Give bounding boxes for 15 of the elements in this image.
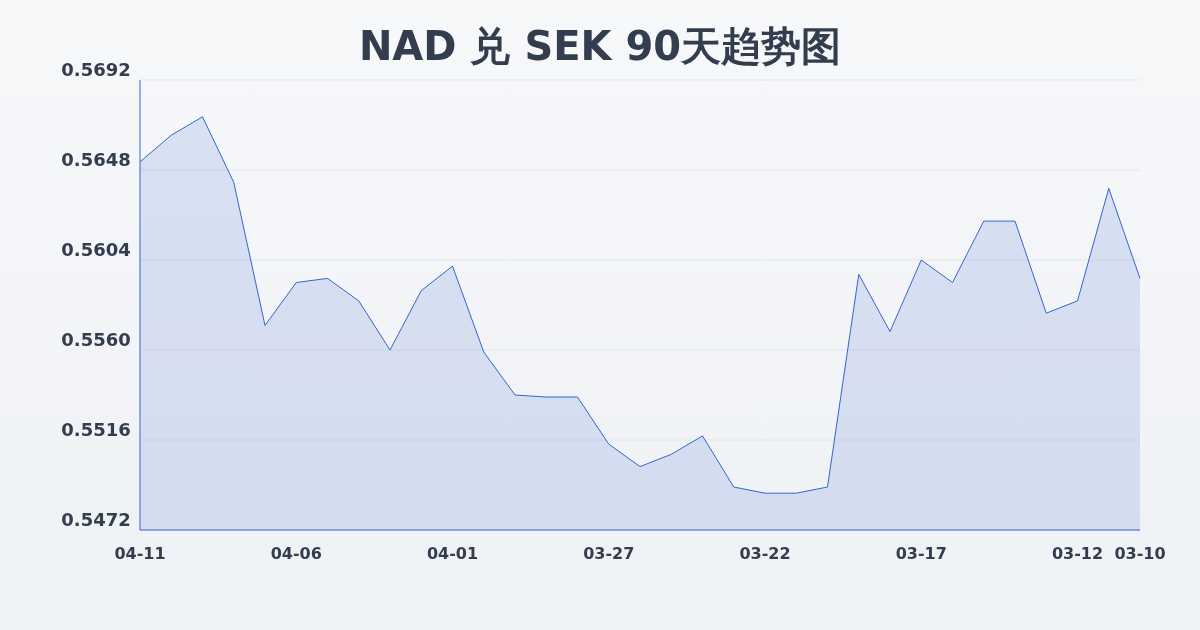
y-tick-label: 0.5604 <box>61 239 131 260</box>
y-tick-label: 0.5692 <box>61 59 131 80</box>
x-tick-label: 04-01 <box>426 544 479 563</box>
x-tick-label: 03-22 <box>739 544 791 563</box>
y-tick-label: 0.5560 <box>61 329 131 350</box>
y-tick-label: 0.5648 <box>61 149 131 170</box>
x-tick-label: 04-11 <box>114 544 166 563</box>
chart-title: NAD 兑 SEK 90天趋势图 <box>358 23 842 69</box>
x-tick-label: 03-10 <box>1114 544 1166 563</box>
x-tick-label: 03-17 <box>895 544 947 563</box>
x-tick-label: 04-06 <box>270 544 322 563</box>
x-tick-label: 03-12 <box>1051 544 1104 563</box>
y-tick-label: 0.5472 <box>61 509 131 530</box>
y-tick-label: 0.5516 <box>61 419 131 440</box>
x-tick-label: 03-27 <box>583 544 635 563</box>
